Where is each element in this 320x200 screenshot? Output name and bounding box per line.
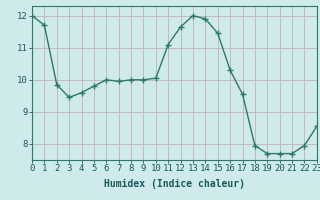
X-axis label: Humidex (Indice chaleur): Humidex (Indice chaleur) [104, 179, 245, 189]
